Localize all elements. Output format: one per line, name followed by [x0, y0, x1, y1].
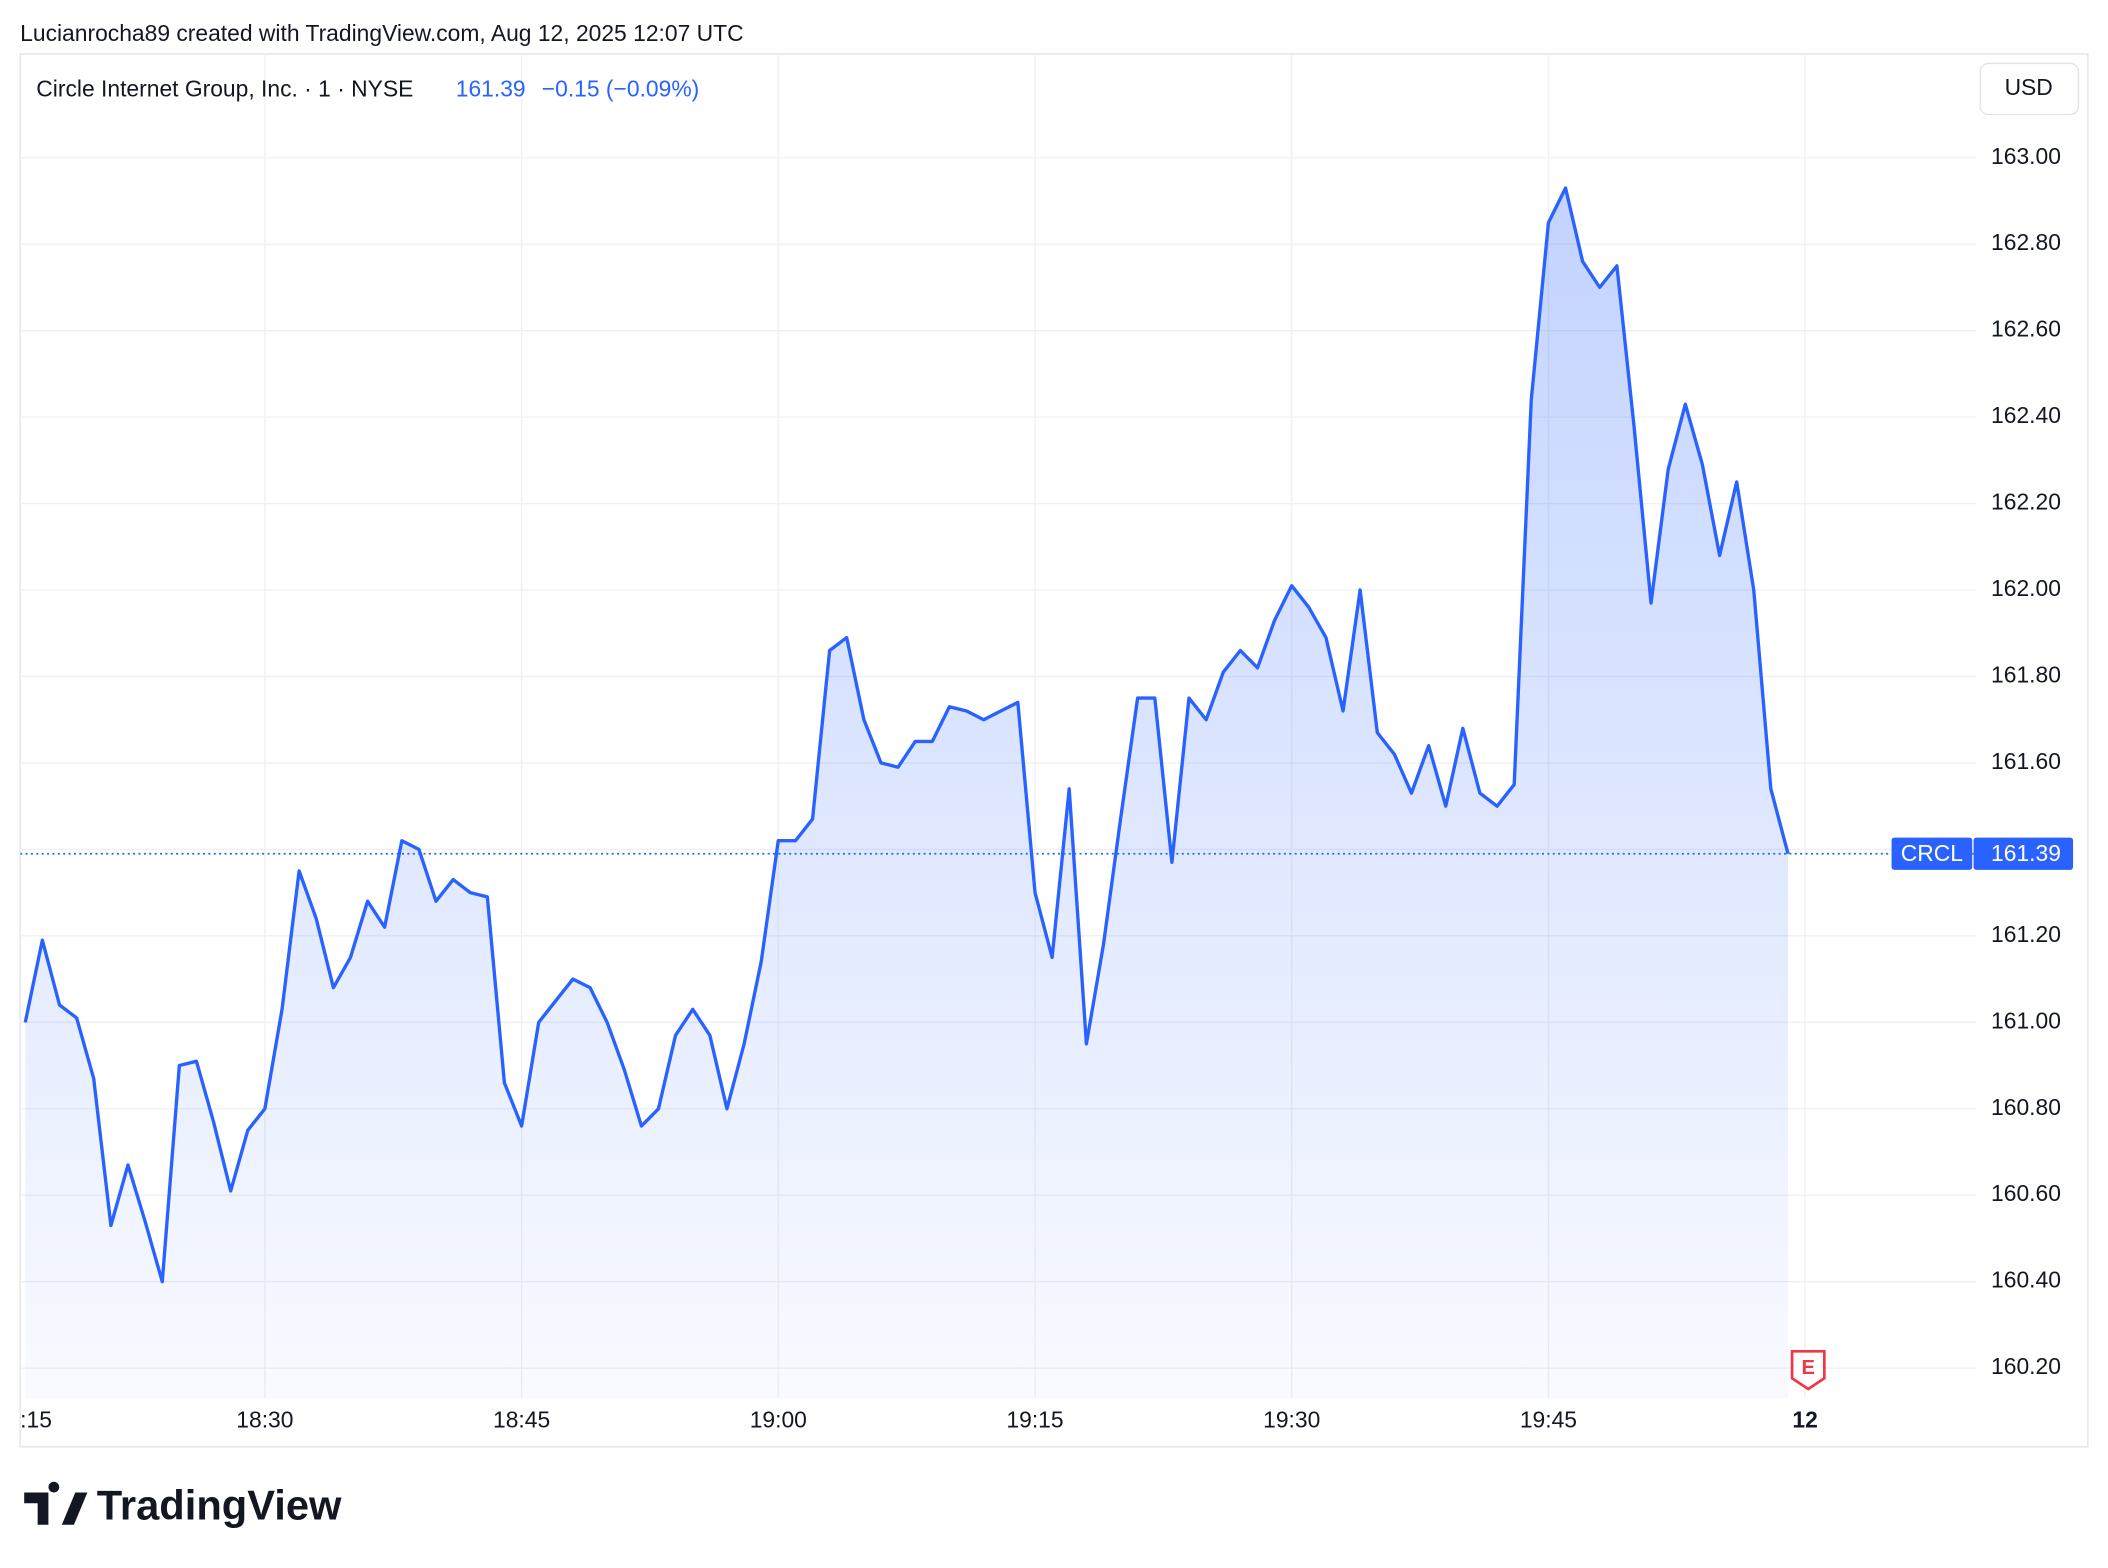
- x-tick-label: 18:45: [493, 1406, 550, 1432]
- y-tick-label: 162.80: [1991, 229, 2061, 255]
- y-tick-label: 160.20: [1991, 1353, 2061, 1379]
- y-tick-label: 162.20: [1991, 489, 2061, 515]
- y-tick-label: 160.80: [1991, 1094, 2061, 1120]
- plot: [20, 186, 1977, 1399]
- x-tick-label: 18:30: [236, 1406, 293, 1432]
- x-tick-label: 19:30: [1263, 1406, 1320, 1432]
- x-tick-label: 19:15: [1006, 1406, 1063, 1432]
- currency[interactable]: USD: [2005, 74, 2053, 100]
- price-label: 161.39: [1991, 840, 2061, 866]
- y-tick-label: 162.00: [1991, 575, 2061, 601]
- area-fill: [25, 188, 1789, 1399]
- ticker-label: CRCL: [1901, 840, 1963, 866]
- logo: TradingView: [24, 1482, 342, 1529]
- attribution: Lucianrocha89 created with TradingView.c…: [20, 20, 743, 46]
- y-tick-label: 162.40: [1991, 402, 2061, 428]
- price-line: [23, 186, 1790, 1284]
- logo-text: TradingView: [97, 1482, 342, 1529]
- earnings-icon[interactable]: E: [1790, 1349, 1826, 1391]
- axes: 160.20 160.40 160.60 160.80 161.00 161.20 161.…: [20, 143, 2074, 1432]
- y-tick-label: 161.20: [1991, 921, 2061, 947]
- x-tick-label: 19:45: [1520, 1406, 1577, 1432]
- y-tick-label: 161.60: [1991, 748, 2061, 774]
- x-tick-label: 19:00: [750, 1406, 807, 1432]
- currency-button[interactable]: [1979, 62, 2080, 116]
- header-price: 161.39: [456, 75, 526, 101]
- y-tick-label: 160.60: [1991, 1180, 2061, 1206]
- price-badge: [1973, 837, 2074, 870]
- chart-frame: [19, 53, 2089, 1448]
- y-tick-label: 161.80: [1991, 662, 2061, 688]
- header-change: −0.15 (−0.09%): [542, 75, 699, 101]
- y-tick-label: 161.00: [1991, 1007, 2061, 1033]
- y-tick-label: 160.40: [1991, 1267, 2061, 1293]
- y-tick-label: 162.60: [1991, 316, 2061, 342]
- x-tick-label: :15: [20, 1406, 52, 1432]
- symbol-name: Circle Internet Group, Inc. · 1 · NYSE: [36, 75, 413, 101]
- y-tick-label: 163.00: [1991, 143, 2061, 169]
- ticker-badge: [1891, 837, 1973, 870]
- x-tick-label: 12: [1792, 1406, 1817, 1432]
- earnings-label[interactable]: E: [1801, 1357, 1814, 1379]
